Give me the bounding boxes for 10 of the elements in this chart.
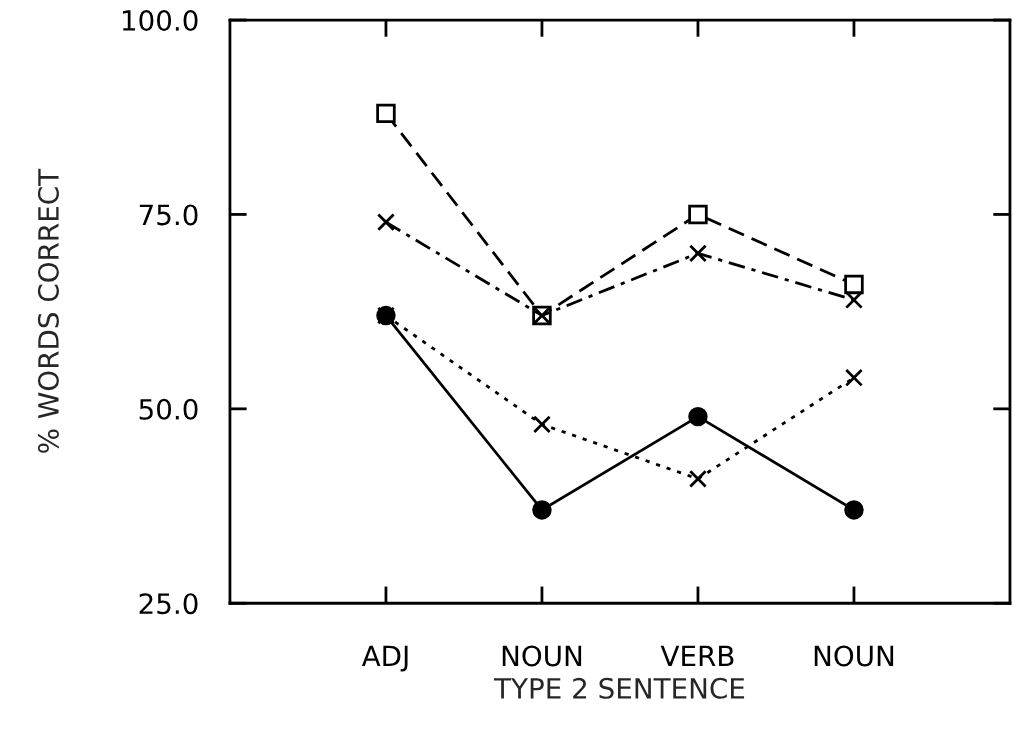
- x-tick-label: NOUN: [502, 645, 582, 667]
- y-tick-label: 75.0: [139, 204, 198, 226]
- y-axis-title: % WORDS CORRECT: [37, 168, 59, 453]
- y-tick-label: 50.0: [139, 398, 198, 420]
- x-tick-label: ADJ: [361, 645, 408, 672]
- x-tick-label: NOUN: [814, 645, 894, 667]
- y-tick-label: 100.0: [122, 9, 198, 31]
- x-axis-title: TYPE 2 SENTENCE: [493, 677, 745, 699]
- x-tick-label: VERB: [660, 645, 734, 667]
- y-tick-label: 25.0: [139, 593, 198, 615]
